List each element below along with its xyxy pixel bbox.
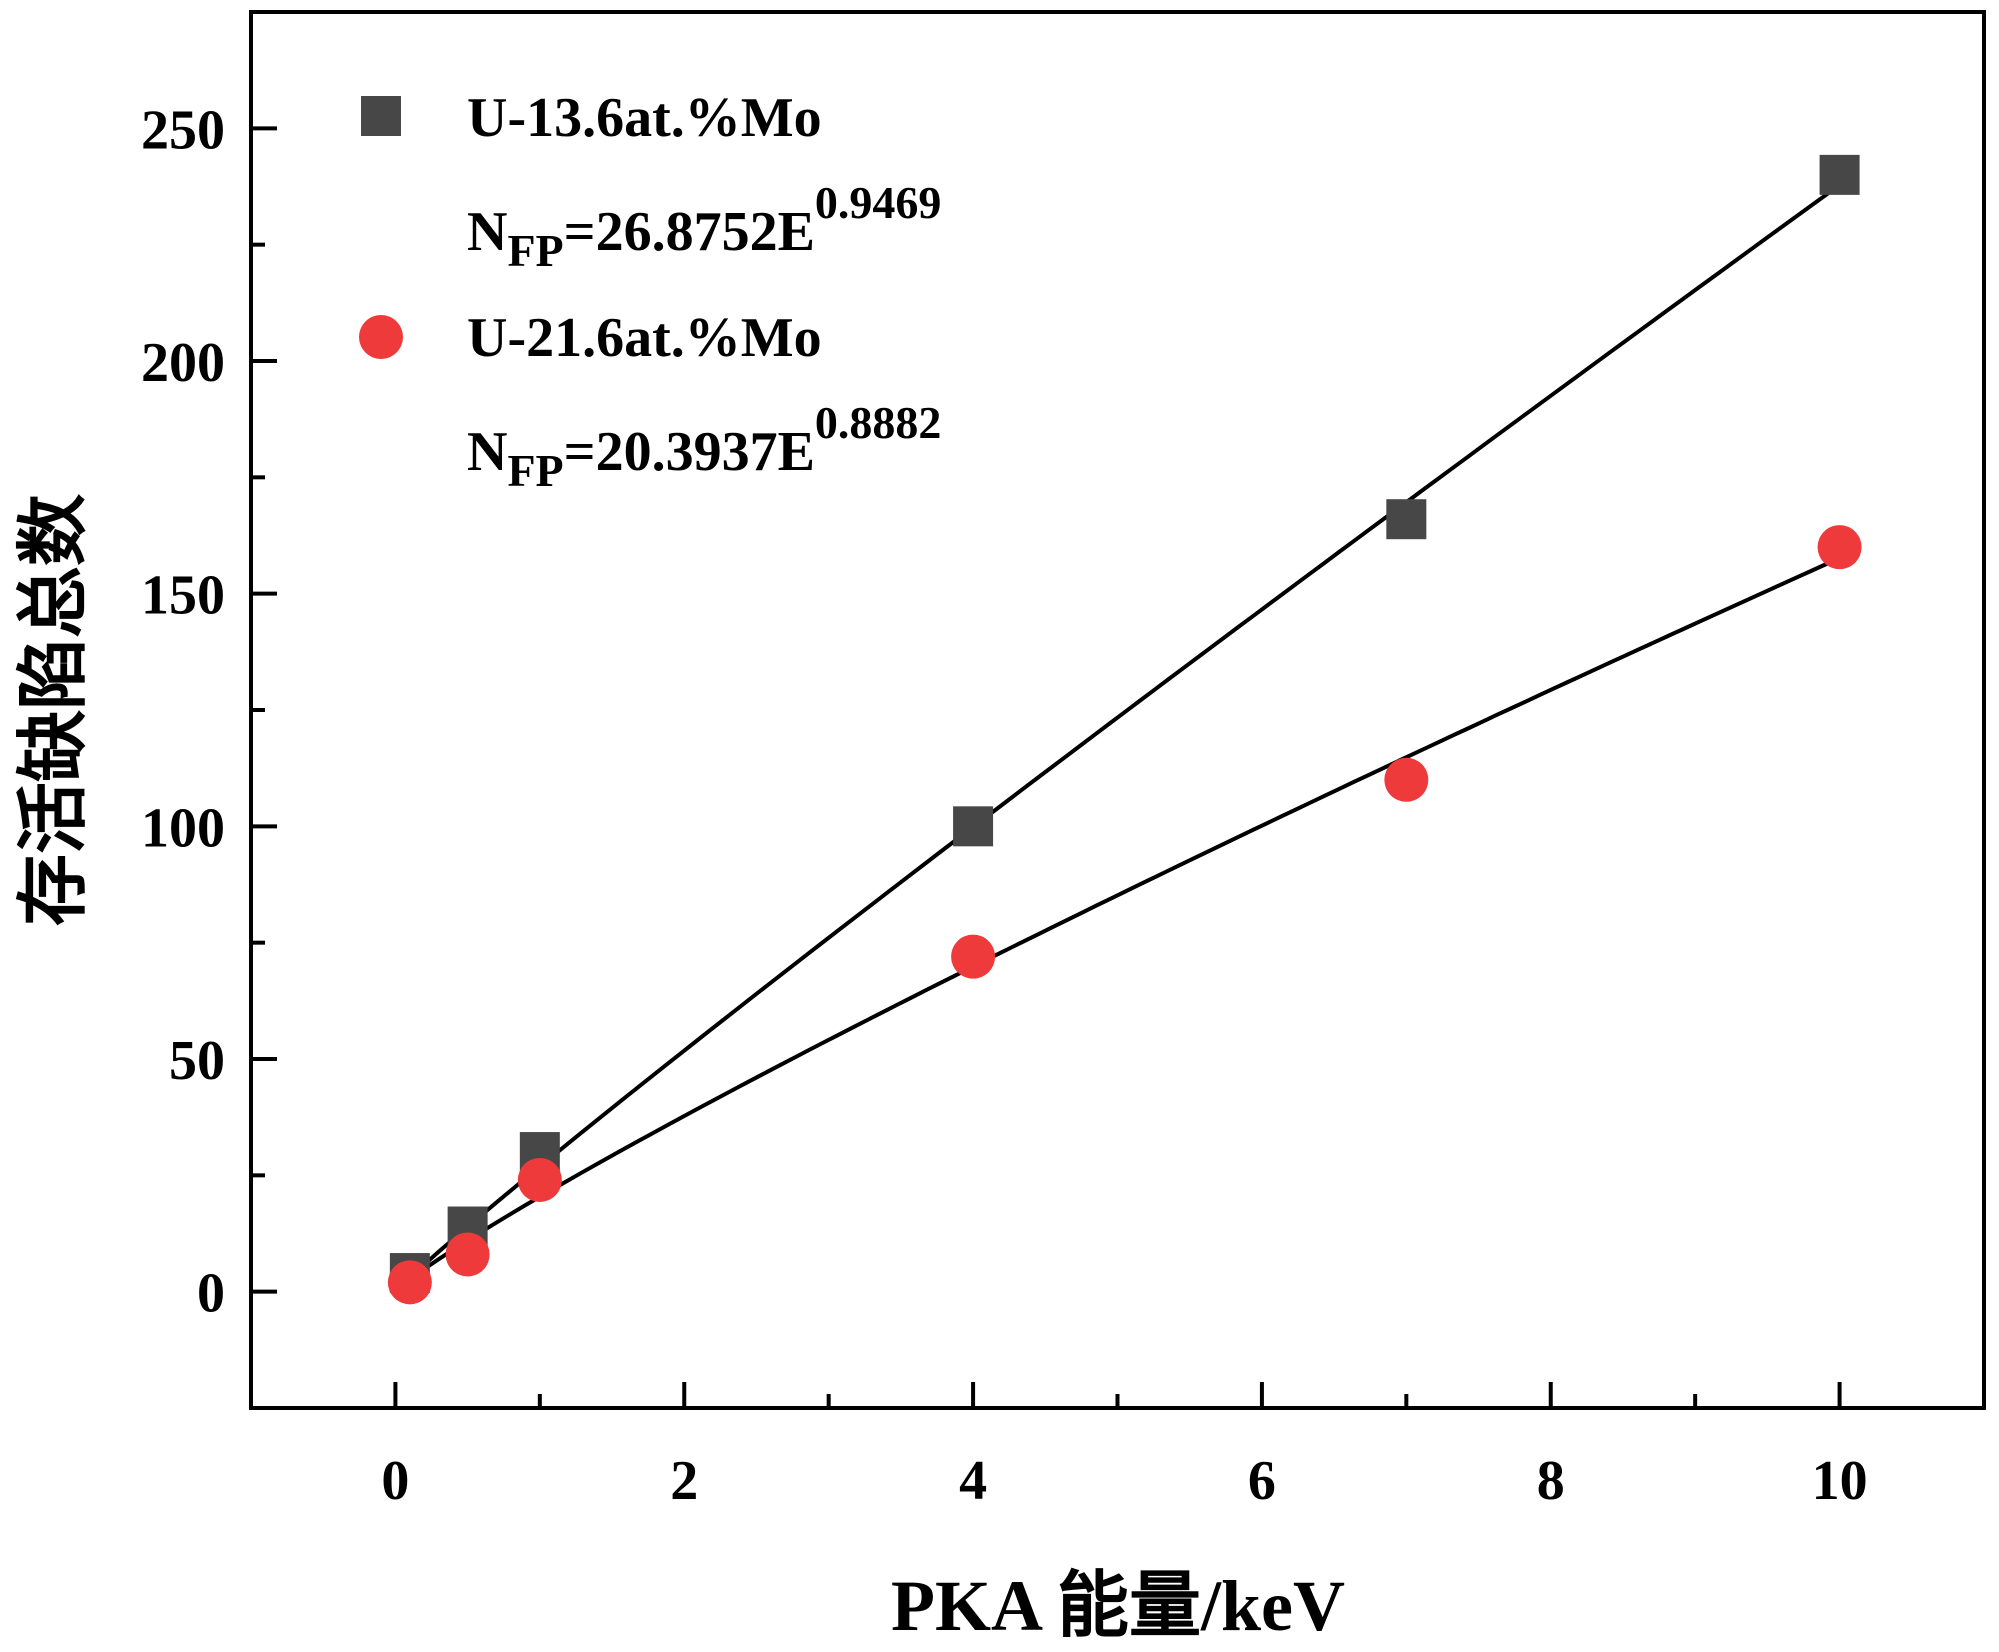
y-tick-label: 150 [141,565,225,627]
fit-1-prefix: N [467,201,507,263]
plot-frame [249,10,1986,1410]
fit-2-subscript: FP [507,445,563,496]
fit-lines [408,183,1841,1282]
fit-2-exponent: 0.8882 [815,397,942,448]
x-tick-label: 4 [959,1450,987,1512]
x-tick-label: 10 [1812,1450,1868,1512]
y-tick-label: 0 [197,1263,225,1325]
point-series-1 [1386,499,1427,540]
point-series-2 [1384,757,1429,802]
fit-line-2 [408,556,1841,1282]
y-tick-label: 200 [141,332,225,394]
fit-line-1 [408,183,1841,1279]
x-tick-label: 8 [1537,1450,1565,1512]
x-tick-label: 2 [670,1450,698,1512]
x-tick-label: 6 [1248,1450,1276,1512]
point-series-2 [1817,525,1862,570]
point-series-2 [387,1260,432,1305]
x-axis-title: PKA 能量/keV [891,1566,1345,1646]
legend-fit-equation-1: NFP=26.8752E0.9469 [467,177,941,276]
legend-marker-square [361,96,401,136]
fit-2-equation: =20.3937E [564,421,815,483]
y-tick-label: 100 [141,797,225,859]
legend-marker-circle [359,315,403,359]
y-axis-title: 存活缺陷总数 [14,494,94,926]
legend-label-series-1: U-13.6at.%Mo [467,87,822,149]
x-tick-label: 0 [381,1450,409,1512]
point-series-2 [517,1157,562,1202]
fit-2-prefix: N [467,421,507,483]
fit-1-exponent: 0.9469 [815,177,942,228]
fit-1-subscript: FP [507,225,563,276]
fit-1-equation: =26.8752E [564,201,815,263]
y-tick-label: 250 [141,99,225,161]
point-series-2 [445,1232,490,1277]
point-series-1 [953,806,994,847]
point-series-2 [951,934,996,979]
legend-fit-equation-2: NFP=20.3937E0.8882 [467,397,941,496]
point-series-1 [1819,154,1860,195]
legend: U-13.6at.%Mo NFP=26.8752E0.9469 U-21.6at… [359,87,941,496]
data-points [387,154,1862,1305]
y-tick-label: 50 [169,1030,225,1092]
legend-label-series-2: U-21.6at.%Mo [467,307,822,369]
